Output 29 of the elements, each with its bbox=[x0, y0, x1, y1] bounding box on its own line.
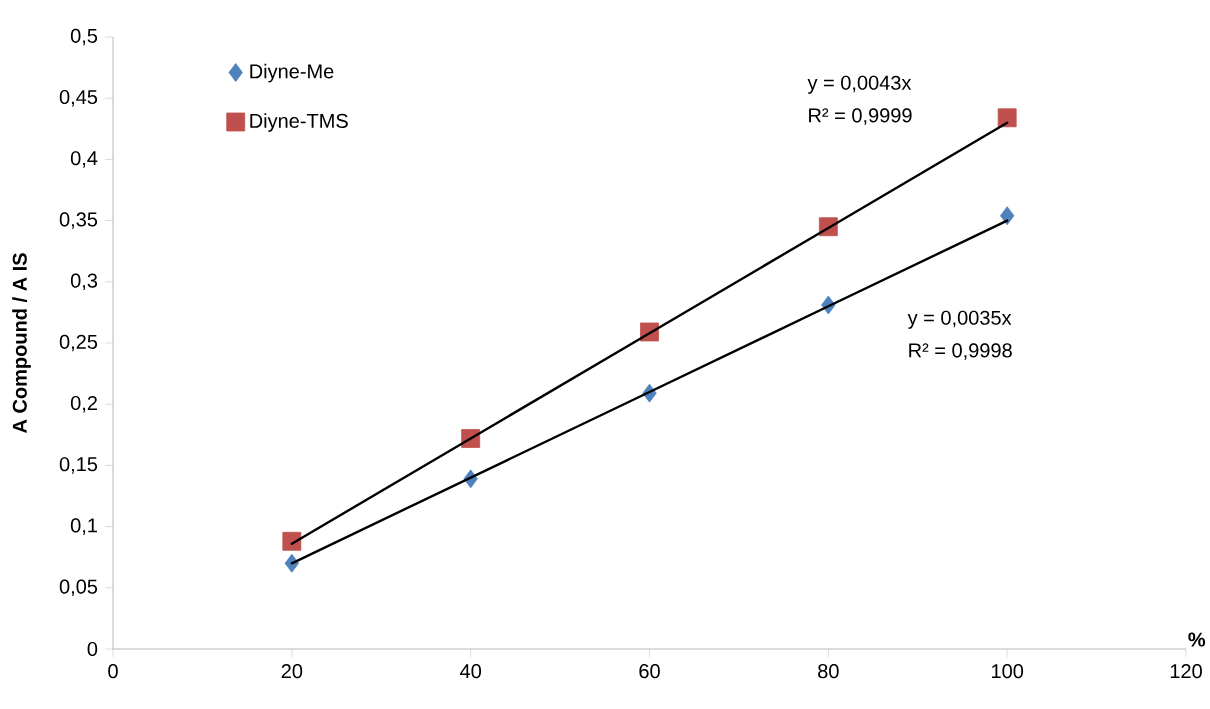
y-tick-label: 0 bbox=[87, 641, 98, 657]
y-tick-label: 0,5 bbox=[70, 28, 98, 46]
y-tick-label: 0,4 bbox=[70, 151, 98, 168]
y-tick-label: 0,3 bbox=[70, 273, 98, 291]
y-axis-title: A Compound / A IS bbox=[12, 253, 31, 434]
x-tick-label: 80 bbox=[818, 664, 839, 679]
y-tick-label: 0,2 bbox=[70, 395, 97, 413]
point bbox=[997, 108, 1017, 128]
x-tick-label: 120 bbox=[1170, 664, 1202, 679]
annotation: y = 0,0043x bbox=[807, 75, 912, 94]
y-tick-label: 0,05 bbox=[59, 579, 98, 597]
y-tick-label: 0,1 bbox=[70, 518, 97, 535]
y-tick-label: 0,45 bbox=[59, 89, 98, 107]
y-tick-label: 0,25 bbox=[59, 334, 98, 352]
x-tick-label: 40 bbox=[460, 664, 482, 679]
annotation: R² = 0,9999 bbox=[809, 108, 912, 125]
y-tick-label: 0,15 bbox=[59, 457, 98, 474]
x-tick-label: 100 bbox=[992, 664, 1024, 679]
y-tick-label: 0,35 bbox=[59, 212, 98, 229]
legend-label: Diyne-TMS bbox=[250, 113, 348, 132]
x-axis-title: % bbox=[1188, 632, 1206, 647]
point bbox=[1000, 206, 1015, 226]
annotation: R² = 0,9998 bbox=[909, 343, 1012, 360]
x-tick-label: 60 bbox=[639, 664, 660, 679]
point bbox=[282, 531, 302, 551]
annotation: y = 0,0035x bbox=[907, 310, 1012, 329]
legend-label: Diyne-Me bbox=[250, 63, 334, 83]
x-tick-label: 20 bbox=[281, 664, 303, 679]
x-tick-label: 0 bbox=[108, 664, 118, 679]
